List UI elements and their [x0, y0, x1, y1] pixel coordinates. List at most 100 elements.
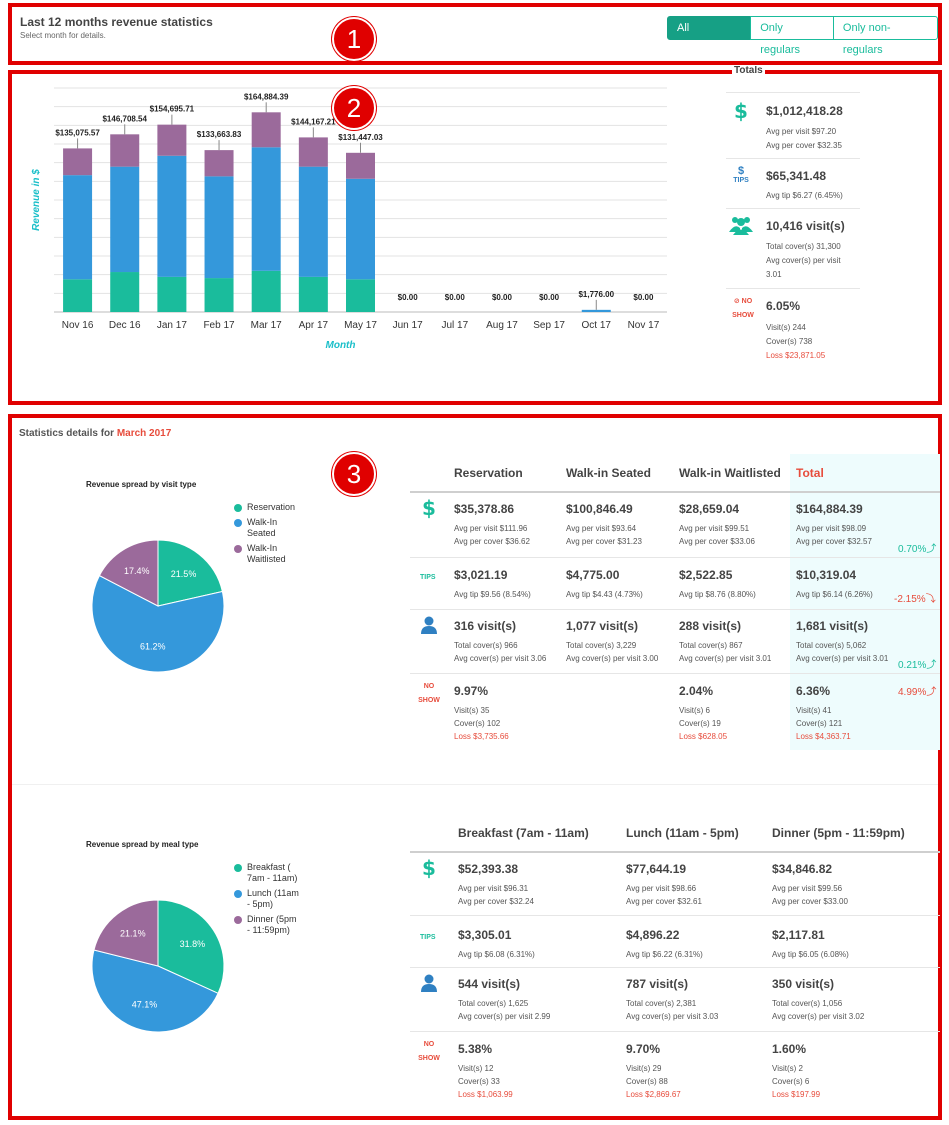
totals-noshow: ⊘ NO SHOW 6.05% Visit(s) 244 Cover(s) 73…	[726, 288, 860, 368]
bar-segment[interactable]	[63, 279, 93, 312]
totals-avg-cover: Avg per cover $32.35	[766, 141, 842, 150]
bar-segment[interactable]	[251, 270, 281, 312]
bar-segment[interactable]	[346, 279, 375, 312]
revenue-change: 0.70%⤴	[898, 544, 937, 555]
visits-change: 0.21%⤴	[898, 660, 937, 671]
meal-noshow-cell: 5.38% Visit(s) 12 Cover(s) 33 Loss $1,063.9…	[458, 1042, 513, 1099]
totals-covers: Total cover(s) 31,300	[766, 242, 841, 251]
col-lunch: Lunch (11am - 5pm)	[626, 826, 739, 840]
noshow-change: 4.99%⤴	[898, 687, 937, 698]
details-title: Statistics details for March 2017	[19, 428, 172, 439]
annotation-badge-2: 2	[332, 86, 376, 130]
col-reservation: Reservation	[454, 466, 523, 480]
bar-segment[interactable]	[110, 134, 140, 167]
noshow-label: NO SHOW	[418, 683, 440, 704]
totals-visits-value: 10,416 visit(s)	[766, 219, 845, 233]
bar-segment[interactable]	[204, 278, 234, 312]
bar-segment[interactable]	[157, 124, 187, 156]
bar-total-label: $154,695.71	[150, 105, 195, 114]
bar-segment[interactable]	[251, 147, 281, 271]
dollar-icon: $	[422, 856, 436, 880]
bar-segment[interactable]	[346, 152, 375, 179]
pie-slice-label: 61.2%	[140, 642, 166, 652]
bar-total-label: $0.00	[539, 293, 560, 302]
x-tick-label: Sep 17	[533, 320, 565, 331]
pie-slice[interactable]	[157, 539, 223, 607]
totals-noshow-value: 6.05%	[766, 299, 801, 313]
bar-total-label: $144,167.21	[291, 117, 336, 126]
meal-pie-title: Revenue spread by meal type	[86, 840, 199, 849]
totals-revenue: $ $1,012,418.28 Avg per visit $97.20 Avg…	[726, 92, 860, 158]
bar-total-label: $135,075.57	[55, 128, 100, 137]
bar-segment[interactable]	[63, 175, 93, 280]
bar-segment[interactable]	[157, 155, 187, 277]
totals-noshow-visits: Visit(s) 244	[766, 323, 806, 332]
pie-slice[interactable]	[98, 539, 159, 607]
meal-tips-cell: $2,117.81 Avg tip $6.05 (6.08%)	[772, 928, 849, 959]
x-tick-label: Aug 17	[486, 320, 518, 331]
details-month: March 2017	[116, 428, 172, 439]
filter-all-customers-button[interactable]: All customers	[667, 16, 752, 56]
legend-walkin-waitlisted: Walk-In Waitlisted	[234, 543, 295, 565]
bar-segment[interactable]	[157, 276, 187, 312]
bar-segment[interactable]	[298, 137, 328, 167]
bar-total-label: $164,884.39	[244, 92, 289, 101]
visit-revenue-cell: $35,378.86 Avg per visit $111.96 Avg per c…	[454, 502, 530, 546]
meal-visits-cell: 544 visit(s) Total cover(s) 1,625 Avg cove…	[458, 977, 551, 1021]
meal-visits-cell: 787 visit(s) Total cover(s) 2,381 Avg cove…	[626, 977, 719, 1021]
bar-segment[interactable]	[204, 150, 234, 177]
col-walkin-seated: Walk-in Seated	[566, 466, 651, 480]
meal-noshow-cell: 9.70% Visit(s) 29 Cover(s) 88 Loss $2,869.6…	[626, 1042, 681, 1099]
pie-slice[interactable]	[93, 899, 159, 967]
pie-slice-label: 17.4%	[124, 566, 150, 576]
bar-segment[interactable]	[110, 272, 140, 312]
dollar-icon: $	[734, 99, 748, 123]
legend-walkin-seated: Walk-In Seated	[234, 517, 295, 539]
bar-segment[interactable]	[581, 309, 611, 312]
col-total: Total	[796, 466, 824, 480]
totals-heading: Totals	[732, 66, 765, 76]
annotation-badge-3: 3	[332, 452, 376, 496]
visit-tips-cell: $3,021.19 Avg tip $9.56 (8.54%)	[454, 568, 531, 599]
annotation-badge-1: 1	[332, 17, 376, 61]
visit-pie-title: Revenue spread by visit type	[86, 480, 197, 489]
bar-segment[interactable]	[63, 148, 93, 176]
filter-only-non-regulars-button[interactable]: Only non-regulars	[832, 16, 938, 56]
legend-dinner: Dinner (5pm - 11:59pm)	[234, 914, 299, 936]
x-tick-label: Nov 17	[628, 320, 660, 331]
bar-segment[interactable]	[298, 276, 328, 312]
pie-slice[interactable]	[91, 574, 225, 673]
meal-revenue-cell: $52,393.38 Avg per visit $96.31 Avg per co…	[458, 862, 534, 906]
meal-noshow-cell: 1.60% Visit(s) 2 Cover(s) 6 Loss $197.99	[772, 1042, 821, 1099]
x-tick-label: Dec 16	[109, 320, 141, 331]
legend-breakfast: Breakfast (7am - 11am)	[234, 862, 299, 884]
pie-slice[interactable]	[157, 899, 225, 995]
x-tick-label: Jan 17	[157, 320, 187, 331]
col-walkin-waitlisted: Walk-in Waitlisted	[679, 466, 781, 480]
totals-avg-covers-label: Avg cover(s) per visit	[766, 256, 841, 265]
customer-filter-group: All customers Only regulars Only non-reg…	[667, 16, 938, 56]
y-axis-label: Revenue in $	[31, 169, 42, 231]
bar-segment[interactable]	[251, 112, 281, 148]
visit-revenue-cell: $28,659.04 Avg per visit $99.51 Avg per co…	[679, 502, 755, 546]
bar-segment[interactable]	[298, 166, 328, 277]
x-tick-label: Mar 17	[251, 320, 283, 331]
totals-tips-value: $65,341.48	[766, 169, 827, 183]
visit-revenue-cell: $164,884.39 Avg per visit $98.09 Avg per c…	[796, 502, 872, 546]
bar-segment[interactable]	[346, 178, 375, 280]
legend-reservation: Reservation	[234, 502, 295, 513]
x-tick-label: Apr 17	[299, 320, 329, 331]
visit-tips-cell: $4,775.00 Avg tip $4.43 (4.73%)	[566, 568, 643, 599]
bar-segment[interactable]	[204, 176, 234, 279]
legend-lunch: Lunch (11am - 5pm)	[234, 888, 299, 910]
tips-label: TIPS	[420, 574, 436, 581]
meal-legend: Breakfast (7am - 11am) Lunch (11am - 5pm)…	[234, 862, 299, 936]
pie-slice[interactable]	[91, 949, 219, 1033]
meal-tips-cell: $3,305.01 Avg tip $6.08 (6.31%)	[458, 928, 535, 959]
visit-tips-cell: $2,522.85 Avg tip $8.76 (8.80%)	[679, 568, 756, 599]
bar-total-label: $0.00	[492, 293, 513, 302]
revenue-header-panel: Last 12 months revenue statistics Select…	[8, 3, 942, 65]
tips-change: -2.15%⤵	[894, 594, 936, 605]
filter-only-regulars-button[interactable]: Only regulars	[750, 16, 834, 56]
bar-segment[interactable]	[110, 166, 140, 273]
